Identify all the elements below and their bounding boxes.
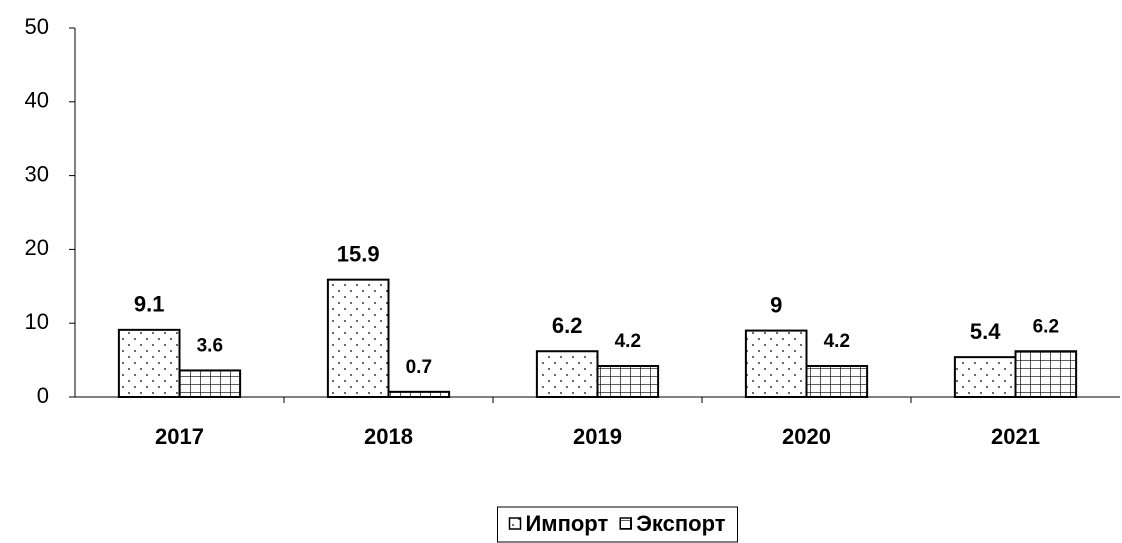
bar [1014, 350, 1078, 398]
value-label: 0.7 [406, 357, 432, 378]
legend: Импорт Экспорт [496, 506, 739, 543]
value-label: 9 [770, 292, 782, 317]
x-tick-label: 2018 [364, 424, 413, 449]
bar [805, 365, 869, 398]
bar [744, 329, 808, 398]
x-tick-label: 2021 [991, 424, 1040, 449]
value-label: 4.2 [824, 331, 850, 352]
x-tick-label: 2020 [782, 424, 831, 449]
value-label: 5.4 [970, 319, 1001, 344]
bar [535, 350, 599, 398]
bar [596, 365, 660, 398]
x-tick-label: 2019 [573, 424, 622, 449]
legend-label: Импорт [525, 511, 608, 536]
y-tick-label: 0 [37, 383, 49, 408]
y-tick-label: 50 [25, 14, 49, 39]
x-tick-label: 2017 [155, 424, 204, 449]
legend-label: Экспорт [636, 511, 725, 536]
bar [953, 356, 1017, 399]
legend-swatch [619, 517, 632, 530]
y-tick-label: 40 [25, 88, 49, 113]
value-label: 3.6 [197, 335, 223, 356]
value-label: 6.2 [1033, 316, 1059, 337]
legend-swatch [508, 517, 522, 530]
bar [117, 328, 181, 399]
value-label: 9.1 [134, 292, 165, 317]
bar [387, 390, 451, 399]
value-label: 4.2 [615, 331, 641, 352]
value-label: 6.2 [552, 313, 583, 338]
y-tick-label: 30 [25, 161, 49, 186]
legend-box [496, 506, 739, 543]
bar [178, 369, 242, 399]
y-tick-label: 20 [25, 235, 49, 260]
y-tick-label: 10 [25, 309, 49, 334]
bar [326, 278, 390, 398]
value-label: 15.9 [337, 241, 380, 266]
